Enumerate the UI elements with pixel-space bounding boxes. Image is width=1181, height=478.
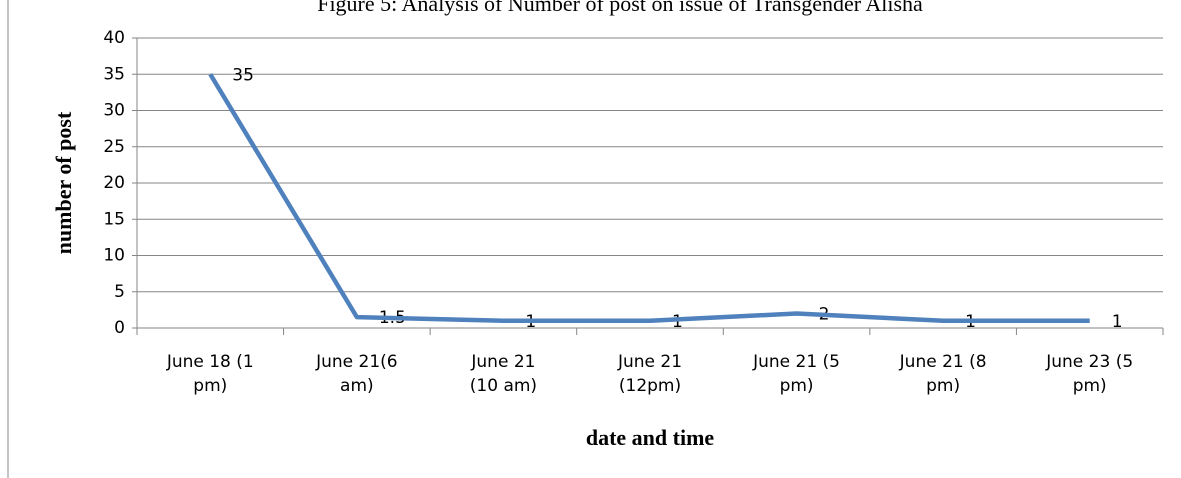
data-label: 1 — [672, 312, 683, 332]
y-tick-label: 40 — [103, 28, 125, 48]
x-tick-label: June 21 (5 pm) — [753, 352, 841, 396]
y-tick-label: 20 — [103, 173, 125, 193]
y-tick-label: 35 — [103, 64, 125, 84]
y-tick-label: 30 — [103, 101, 125, 121]
y-tick-label: 10 — [103, 246, 125, 266]
data-label: 35 — [232, 65, 254, 85]
x-tick-label: June 23 (5 pm) — [1046, 352, 1134, 396]
y-tick-label: 25 — [103, 137, 125, 157]
x-tick-label: June 21 (12pm) — [617, 352, 683, 396]
x-tick-label: June 21 (8 pm) — [899, 352, 987, 396]
x-axis-title: date and time — [586, 425, 715, 450]
y-tick-label: 5 — [114, 282, 125, 302]
chart-title: Figure 5: Analysis of Number of post on … — [317, 0, 923, 16]
x-tick-label: June 21(6 am) — [316, 352, 398, 396]
y-tick-label: 15 — [103, 209, 125, 229]
data-label: 1 — [1112, 312, 1123, 332]
x-tick-label: June 21 (10 am) — [469, 352, 538, 396]
x-tick-label: June 18 (1 pm) — [166, 352, 254, 396]
y-axis-title: number of post — [51, 111, 76, 254]
line-series — [208, 73, 1090, 323]
y-tick-label: 0 — [114, 318, 125, 338]
